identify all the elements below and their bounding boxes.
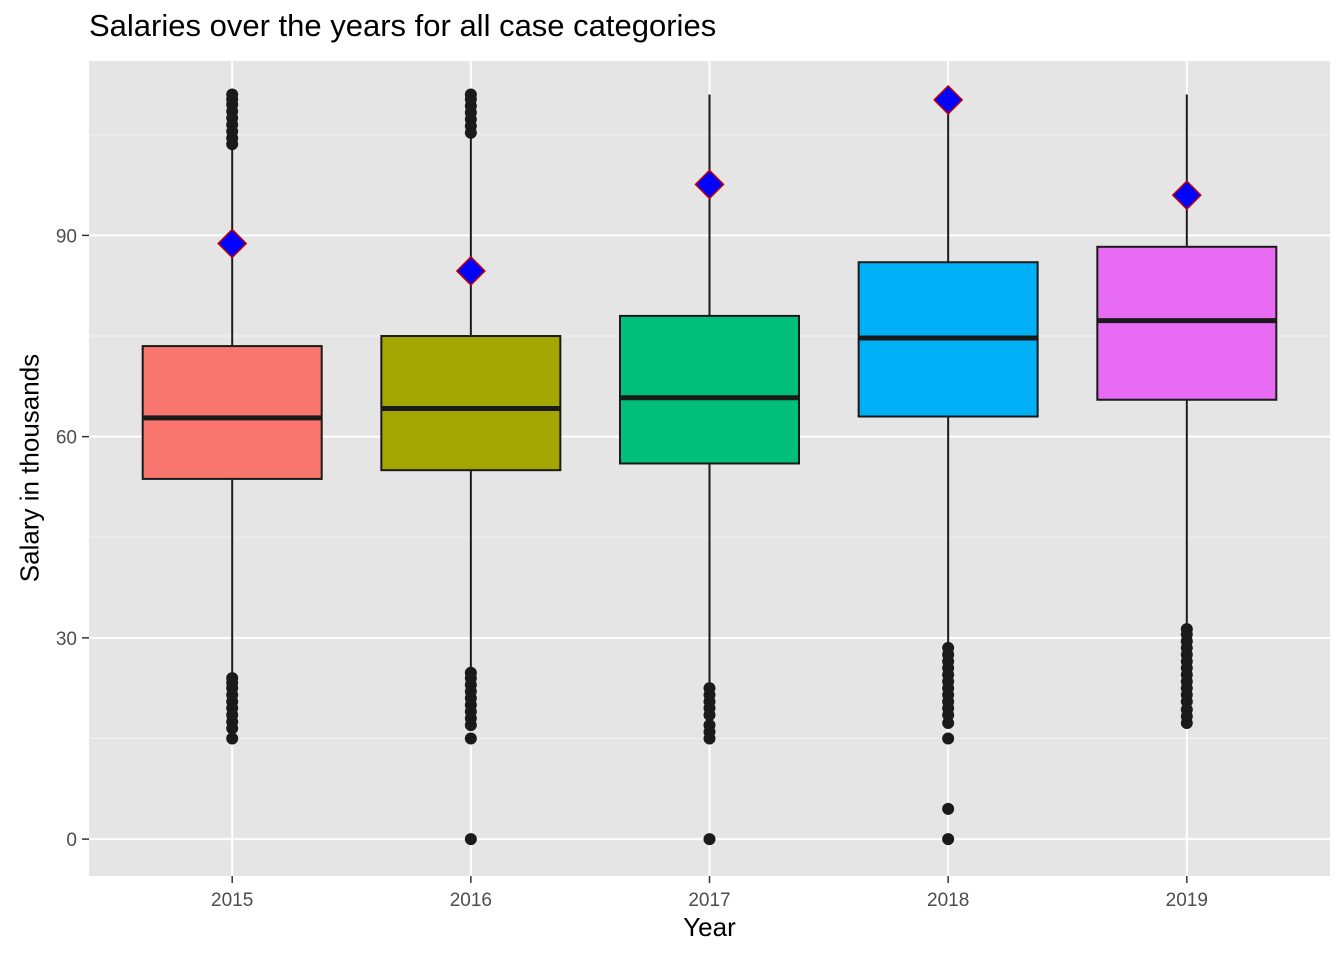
outlier-point	[464, 88, 477, 101]
box-body	[1096, 245, 1278, 401]
mean-marker	[217, 228, 248, 259]
x-tick-label: 2018	[927, 890, 969, 911]
outlier-point	[464, 666, 477, 679]
x-tick-label: 2019	[1166, 890, 1208, 911]
outlier-point	[226, 732, 239, 745]
mean-marker	[694, 169, 725, 200]
y-axis-title: Salary in thousands	[14, 353, 45, 583]
outlier-point	[942, 641, 955, 654]
boxes	[141, 84, 1278, 846]
outlier-point	[226, 672, 239, 685]
outlier-point	[226, 88, 239, 101]
y-axis: 0 30 60 90	[56, 226, 89, 851]
box-body	[380, 335, 562, 472]
mean-marker	[1171, 180, 1202, 211]
box-body	[141, 345, 323, 480]
mean-marker	[933, 84, 964, 115]
box-2015	[141, 88, 323, 745]
outlier-point	[1180, 623, 1193, 636]
outlier-point	[942, 833, 955, 846]
outlier-point	[703, 682, 716, 695]
x-axis: 2015 2016 2017 2018 2019	[211, 876, 1208, 911]
outlier-point	[703, 833, 716, 846]
y-tick-label: 90	[56, 226, 77, 247]
box-2016	[380, 88, 562, 846]
x-tick-label: 2015	[211, 890, 253, 911]
box-2018	[857, 84, 1039, 846]
x-axis-title: Year	[683, 912, 736, 942]
x-tick-label: 2016	[450, 890, 492, 911]
box-2017	[619, 94, 800, 846]
x-tick-label: 2017	[688, 890, 730, 911]
y-tick-label: 30	[56, 629, 77, 650]
box-body	[619, 314, 800, 465]
mean-marker	[455, 255, 486, 287]
outlier-point	[464, 833, 477, 846]
box-2019	[1096, 94, 1278, 730]
outlier-point	[703, 719, 716, 732]
y-tick-label: 0	[66, 830, 77, 851]
outlier-point	[942, 732, 955, 745]
outlier-point	[464, 732, 477, 745]
chart-title: Salaries over the years for all case cat…	[89, 8, 717, 43]
outlier-point	[942, 802, 955, 815]
y-tick-label: 60	[56, 428, 77, 449]
